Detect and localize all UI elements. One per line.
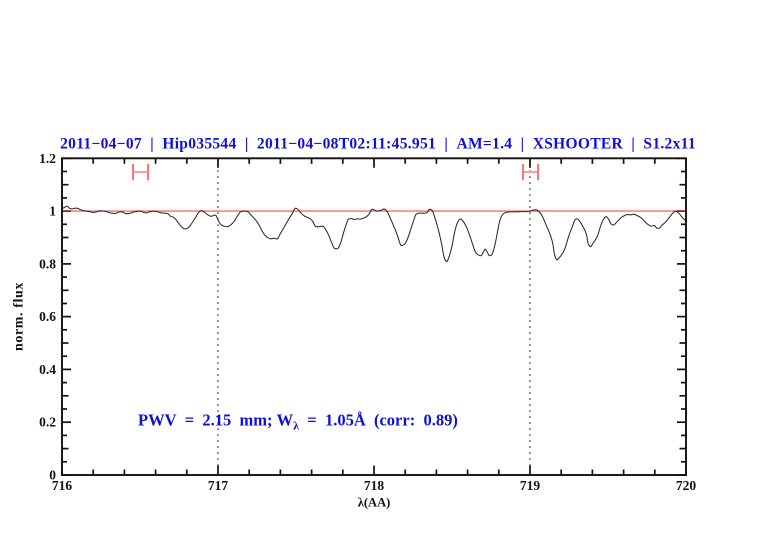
- svg-text:0: 0: [49, 468, 56, 483]
- svg-text:0.4: 0.4: [39, 362, 56, 377]
- svg-text:0.8: 0.8: [39, 256, 56, 271]
- svg-text:719: 719: [520, 478, 541, 493]
- svg-text:1.2: 1.2: [39, 151, 56, 166]
- svg-text:0.2: 0.2: [39, 415, 56, 430]
- svg-text:718: 718: [364, 478, 385, 493]
- svg-text:norm. flux: norm. flux: [12, 282, 27, 351]
- svg-text:717: 717: [208, 478, 229, 493]
- svg-text:0.6: 0.6: [39, 309, 56, 324]
- svg-text:720: 720: [676, 478, 697, 493]
- svg-text:PWV = 2.15 mm; Wλ = 1.05Å: PWV = 2.15 mm; Wλ = 1.05Å (corr: 0.89): [138, 411, 458, 433]
- svg-text:2011−04−07 | Hip035544 | 2: 2011−04−07 | Hip035544 | 2011−04−08T02:1…: [60, 136, 696, 153]
- svg-text:1: 1: [49, 204, 56, 219]
- svg-text:λ(AA): λ(AA): [358, 496, 391, 510]
- svg-text:716: 716: [52, 478, 73, 493]
